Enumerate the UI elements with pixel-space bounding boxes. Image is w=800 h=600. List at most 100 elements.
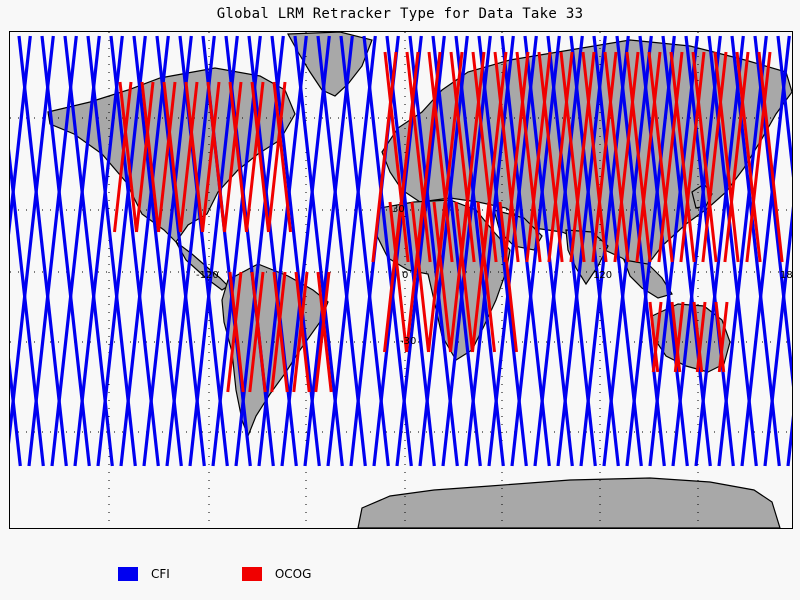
ocog-track-segment	[525, 51, 552, 263]
ground-track-descending	[280, 35, 331, 467]
ocog-track-segment	[245, 81, 265, 233]
ocog-track-segment	[691, 51, 718, 263]
ground-track-descending	[50, 35, 101, 467]
ground-track-descending	[717, 35, 768, 467]
ocog-track-segment	[669, 51, 696, 263]
ground-track-descending	[188, 35, 239, 467]
ground-track-descending	[142, 35, 193, 467]
ocog-track-segment	[569, 51, 596, 263]
world-map: 30 -30 -120 0 120 180	[10, 32, 792, 528]
ocog-track-segment	[267, 81, 287, 233]
ocog-track-segment	[388, 201, 408, 353]
ocog-track-segment	[547, 51, 574, 263]
ocog-track-segment	[272, 271, 289, 393]
legend-label-cfi: CFI	[151, 567, 170, 581]
legend-label-ocog: OCOG	[274, 567, 312, 581]
ocog-track-segment	[714, 301, 726, 373]
ocog-track-segment	[427, 201, 447, 353]
ocog-track-segment	[314, 271, 331, 393]
ocog-track-segment	[226, 271, 243, 393]
ocog-track-segment	[432, 201, 452, 353]
ocog-track-segment	[471, 51, 498, 263]
ground-track-descending	[740, 35, 791, 467]
ocog-track-segment	[745, 51, 772, 263]
ocog-track-segment	[250, 271, 267, 393]
ocog-track-segment	[118, 81, 138, 233]
ocog-track-segment	[157, 81, 177, 233]
lon-label-120: 120	[593, 270, 612, 281]
ground-track-descending	[441, 35, 492, 467]
ground-track-descending	[119, 35, 170, 467]
ground-track-descending	[648, 35, 699, 467]
ocog-track-segment	[735, 51, 762, 263]
ocog-track-segment	[717, 301, 729, 373]
ocog-track-segment	[471, 201, 491, 353]
ocog-track-segment	[537, 51, 564, 263]
ground-track-descending	[464, 35, 515, 467]
ocog-track-segment	[228, 271, 245, 393]
ocog-track-segment	[294, 271, 311, 393]
ocog-track-segment	[454, 201, 474, 353]
ocog-track-segment	[410, 201, 430, 353]
legend: CFI OCOG	[118, 564, 383, 584]
ground-track-descending	[211, 35, 262, 467]
tracks-ocog	[113, 51, 784, 393]
ocog-track-segment	[635, 51, 662, 263]
ocog-track-segment	[515, 51, 542, 263]
lat-label-minus30: -30	[400, 336, 416, 347]
lon-label-180: 180	[780, 270, 792, 281]
ground-track-ascending	[776, 35, 792, 178]
ocog-track-segment	[201, 81, 221, 233]
ground-track-descending	[165, 35, 216, 467]
ocog-track-segment	[427, 51, 454, 263]
ocog-track-segment	[679, 51, 706, 263]
ocog-track-segment	[670, 301, 682, 373]
ocog-track-segment	[695, 301, 707, 373]
ocog-track-segment	[371, 51, 398, 263]
ground-track-descending	[10, 35, 32, 236]
ocog-track-segment	[383, 51, 410, 263]
ocog-track-segment	[613, 51, 640, 263]
ocog-track-segment	[184, 81, 204, 233]
map-title: Global LRM Retracker Type for Data Take …	[216, 6, 584, 22]
ocog-track-segment	[723, 51, 750, 263]
ocog-track-segment	[270, 271, 287, 393]
ground-track-descending	[27, 35, 78, 467]
ground-track-descending	[625, 35, 676, 467]
ocog-track-segment	[603, 51, 630, 263]
ocog-track-segment	[581, 51, 608, 263]
ocog-track-segment	[228, 81, 248, 233]
ground-track-descending	[96, 35, 147, 467]
ocog-track-segment	[692, 301, 704, 373]
ground-track-descending	[487, 35, 538, 467]
lon-label-minus120: -120	[196, 270, 219, 281]
lon-label-0: 0	[402, 270, 408, 281]
ocog-track-segment	[250, 81, 270, 233]
legend-item-cfi: CFI	[118, 567, 170, 581]
ocog-track-segment	[625, 51, 652, 263]
ground-track-descending	[533, 35, 584, 467]
ocog-track-segment	[713, 51, 740, 263]
ground-track-descending	[303, 35, 354, 467]
ocog-track-segment	[476, 201, 496, 353]
legend-item-ocog: OCOG	[241, 567, 312, 581]
ocog-track-segment	[647, 51, 674, 263]
ocog-track-segment	[292, 271, 309, 393]
ground-track-descending	[671, 35, 722, 467]
ocog-track-segment	[648, 301, 660, 373]
ground-track-descending	[326, 35, 377, 467]
ocog-track-segment	[206, 81, 226, 233]
ocog-track-segment	[179, 81, 199, 233]
world-map-frame: 30 -30 -120 0 120 180	[9, 31, 793, 529]
lat-label-30: 30	[392, 204, 405, 215]
ocog-track-segment	[113, 81, 133, 233]
ocog-track-segment	[591, 51, 618, 263]
ocog-track-segment	[559, 51, 586, 263]
ocog-track-segment	[383, 201, 403, 353]
legend-swatch-ocog	[241, 567, 262, 581]
ground-track-descending	[694, 35, 745, 467]
ocog-track-segment	[272, 81, 292, 233]
ocog-track-segment	[316, 271, 333, 393]
ocog-track-segment	[503, 51, 530, 263]
ocog-track-segment	[701, 51, 728, 263]
